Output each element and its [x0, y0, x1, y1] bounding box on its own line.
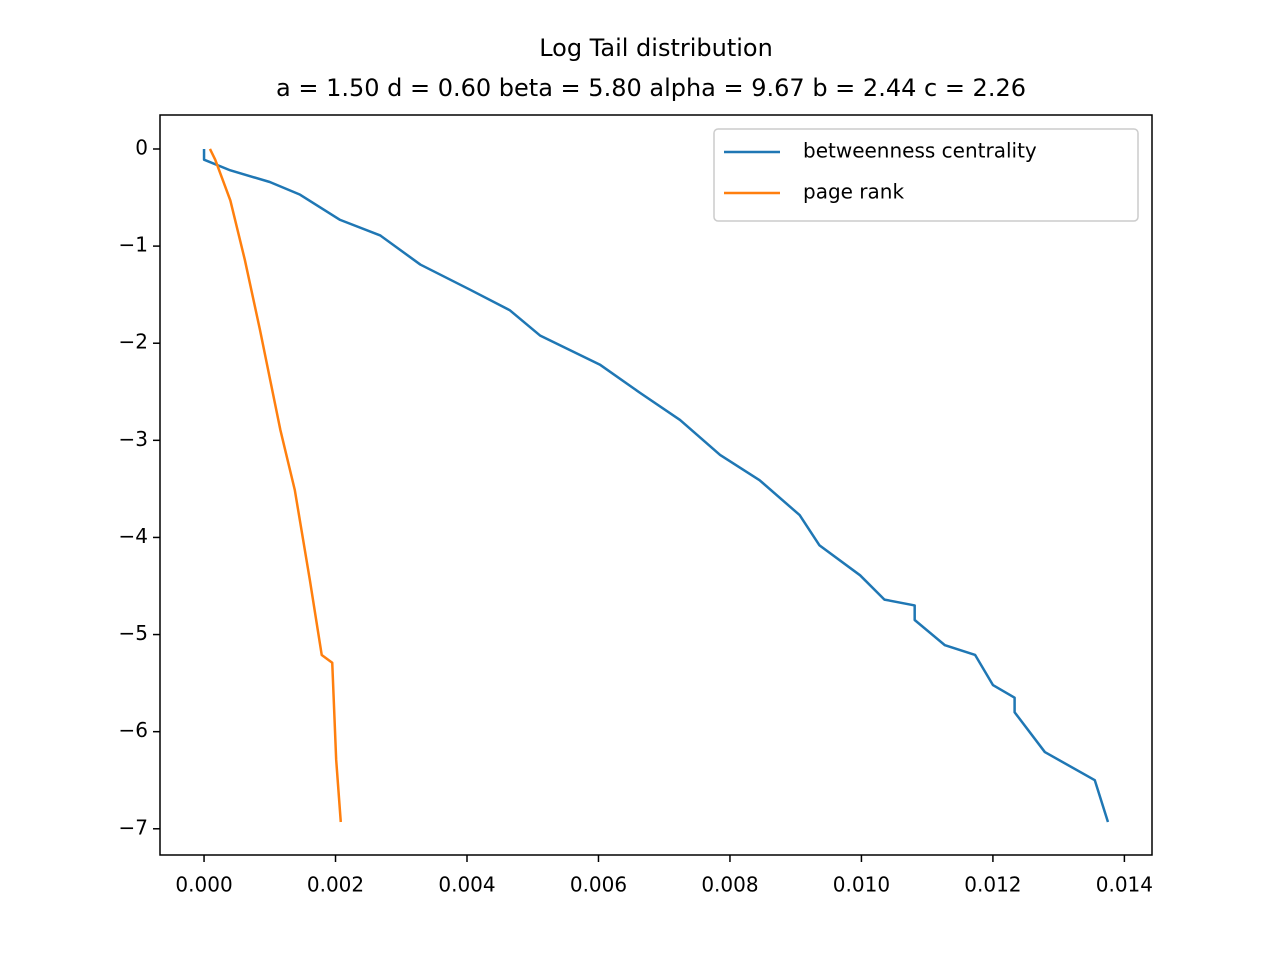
chart-subtitle: a = 1.50 d = 0.60 beta = 5.80 alpha = 9.…: [276, 74, 1026, 102]
x-tick-label: 0.010: [833, 873, 890, 897]
x-tick-label: 0.014: [1096, 873, 1153, 897]
chart-title: Log Tail distribution: [539, 34, 773, 62]
legend-label: page rank: [803, 180, 904, 204]
x-tick-label: 0.000: [175, 873, 232, 897]
y-tick-label: −1: [119, 233, 148, 257]
y-tick-label: −7: [119, 815, 148, 839]
x-tick-label: 0.002: [307, 873, 364, 897]
y-tick-label: −3: [119, 427, 148, 451]
y-tick-label: −4: [119, 524, 148, 548]
x-tick-label: 0.006: [570, 873, 627, 897]
y-tick-label: −2: [119, 330, 148, 354]
series-line: [202, 148, 1110, 823]
y-tick-label: −5: [119, 621, 148, 645]
x-tick-label: 0.004: [438, 873, 495, 897]
legend-box: [713, 128, 1139, 222]
legend-label: betweenness centrality: [803, 139, 1037, 163]
series-line: [208, 148, 343, 823]
x-tick-label: 0.008: [701, 873, 758, 897]
y-tick-label: 0: [135, 135, 148, 159]
plot-frame: [159, 114, 1153, 856]
x-tick-label: 0.012: [964, 873, 1021, 897]
y-tick-label: −6: [119, 718, 148, 742]
